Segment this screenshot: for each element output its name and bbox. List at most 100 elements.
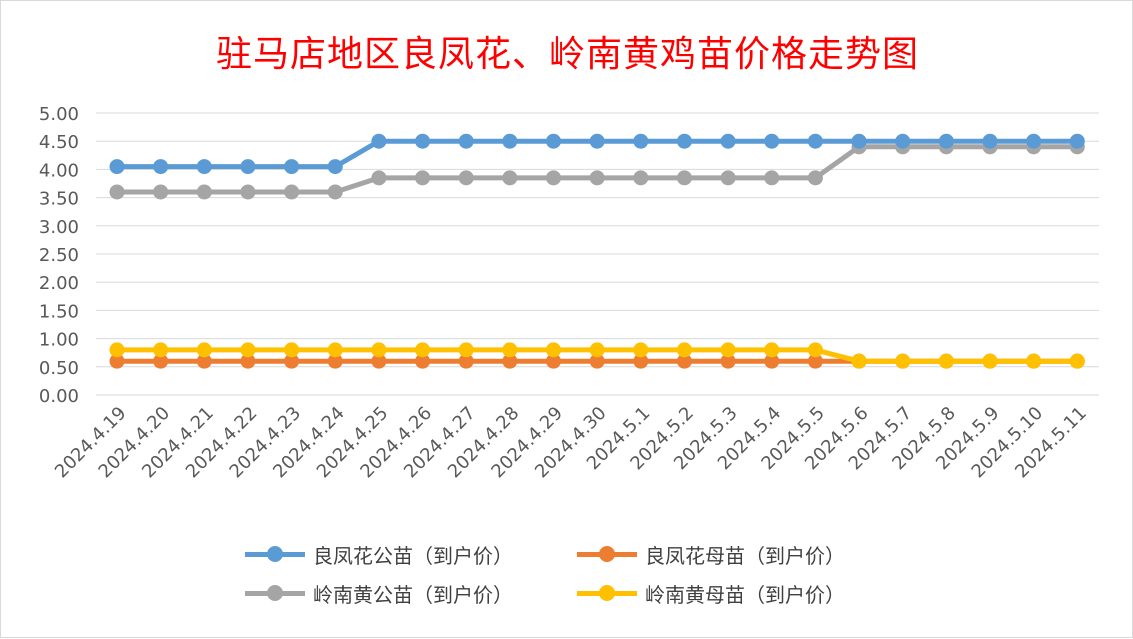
legend-marker	[599, 546, 615, 562]
data-point-s0	[153, 159, 169, 175]
data-point-s3	[938, 353, 954, 369]
y-tick-label: 5.00	[39, 104, 79, 125]
data-point-s3	[240, 342, 256, 358]
data-point-s3	[895, 353, 911, 369]
data-point-s2	[153, 184, 169, 200]
data-point-s3	[764, 342, 780, 358]
data-point-s3	[196, 342, 212, 358]
data-point-s3	[720, 342, 736, 358]
data-point-s0	[982, 133, 998, 149]
data-point-s1	[546, 353, 561, 369]
data-point-s2	[109, 184, 125, 200]
legend-marker	[267, 546, 283, 562]
data-point-s1	[153, 353, 169, 369]
data-point-s3	[371, 342, 387, 358]
data-point-s2	[240, 184, 256, 200]
y-tick-label: 4.50	[39, 132, 79, 153]
legend-marker	[267, 585, 283, 601]
data-point-s2	[502, 170, 518, 186]
data-point-s1	[764, 353, 780, 369]
data-point-s0	[720, 133, 736, 149]
data-point-s1	[589, 353, 605, 369]
data-point-s0	[458, 133, 474, 149]
data-point-s0	[415, 133, 431, 149]
data-point-s3	[589, 342, 605, 358]
data-point-s0	[546, 133, 561, 149]
y-tick-label: 2.50	[39, 245, 79, 266]
data-point-s0	[284, 159, 300, 175]
data-point-s0	[240, 159, 256, 175]
data-point-s1	[371, 353, 387, 369]
data-point-s1	[240, 353, 256, 369]
data-point-s0	[807, 133, 823, 149]
data-point-s3	[807, 342, 823, 358]
data-point-s3	[502, 342, 518, 358]
legend-label-s2: 岭南黄公苗（到户价）	[313, 582, 513, 607]
data-point-s0	[851, 133, 867, 149]
data-point-s2	[676, 170, 692, 186]
data-point-s1	[327, 353, 343, 369]
data-point-s2	[546, 170, 561, 186]
data-point-s0	[371, 133, 387, 149]
data-point-s2	[633, 170, 649, 186]
y-tick-label: 0.50	[39, 358, 79, 379]
data-point-s1	[720, 353, 736, 369]
data-point-s2	[807, 170, 823, 186]
data-point-s1	[502, 353, 518, 369]
y-tick-label: 2.00	[39, 273, 79, 294]
data-point-s1	[109, 353, 125, 369]
data-point-s3	[546, 342, 561, 358]
y-tick-label: 0.00	[39, 386, 79, 407]
data-point-s0	[196, 159, 212, 175]
y-tick-label: 1.00	[39, 330, 79, 351]
data-point-s2	[720, 170, 736, 186]
data-point-s0	[1026, 133, 1042, 149]
data-point-s0	[109, 159, 125, 175]
data-point-s0	[502, 133, 518, 149]
data-point-s3	[851, 353, 867, 369]
data-point-s1	[676, 353, 692, 369]
data-point-s2	[589, 170, 605, 186]
legend-swatch-s1	[577, 542, 637, 566]
chart-title: 驻马店地区良凤花、岭南黄鸡苗价格走势图	[215, 34, 919, 75]
y-tick-label: 1.50	[39, 301, 79, 322]
data-point-s1	[284, 353, 300, 369]
data-point-s2	[458, 170, 474, 186]
y-tick-label: 3.00	[39, 217, 79, 238]
y-tick-label: 4.00	[39, 160, 79, 181]
data-point-s3	[1069, 353, 1085, 369]
data-point-s0	[676, 133, 692, 149]
data-point-s3	[153, 342, 169, 358]
data-point-s0	[764, 133, 780, 149]
legend-item-s3: 岭南黄母苗（到户价）	[577, 581, 845, 607]
data-point-s2	[196, 184, 212, 200]
data-point-s3	[109, 342, 125, 358]
data-point-s0	[1069, 133, 1085, 149]
data-point-s3	[1026, 353, 1042, 369]
data-point-s3	[676, 342, 692, 358]
data-point-s2	[371, 170, 387, 186]
data-point-s1	[633, 353, 649, 369]
legend-item-s1: 良凤花母苗（到户价）	[577, 542, 845, 568]
data-point-s0	[633, 133, 649, 149]
data-point-s3	[982, 353, 998, 369]
legend-swatch-s0	[245, 542, 305, 566]
data-point-s1	[415, 353, 431, 369]
legend-marker	[599, 585, 615, 601]
data-point-s0	[895, 133, 911, 149]
data-point-s3	[415, 342, 431, 358]
legend-label-s1: 良凤花母苗（到户价）	[645, 543, 845, 568]
data-point-s2	[284, 184, 300, 200]
data-point-s1	[807, 353, 823, 369]
y-tick-label: 3.50	[39, 189, 79, 210]
legend-item-s0: 良凤花公苗（到户价）	[245, 542, 513, 568]
data-point-s3	[327, 342, 343, 358]
data-point-s3	[284, 342, 300, 358]
data-point-s2	[415, 170, 431, 186]
data-point-s2	[764, 170, 780, 186]
legend-swatch-s2	[245, 581, 305, 605]
data-point-s3	[458, 342, 474, 358]
legend-item-s2: 岭南黄公苗（到户价）	[245, 581, 513, 607]
